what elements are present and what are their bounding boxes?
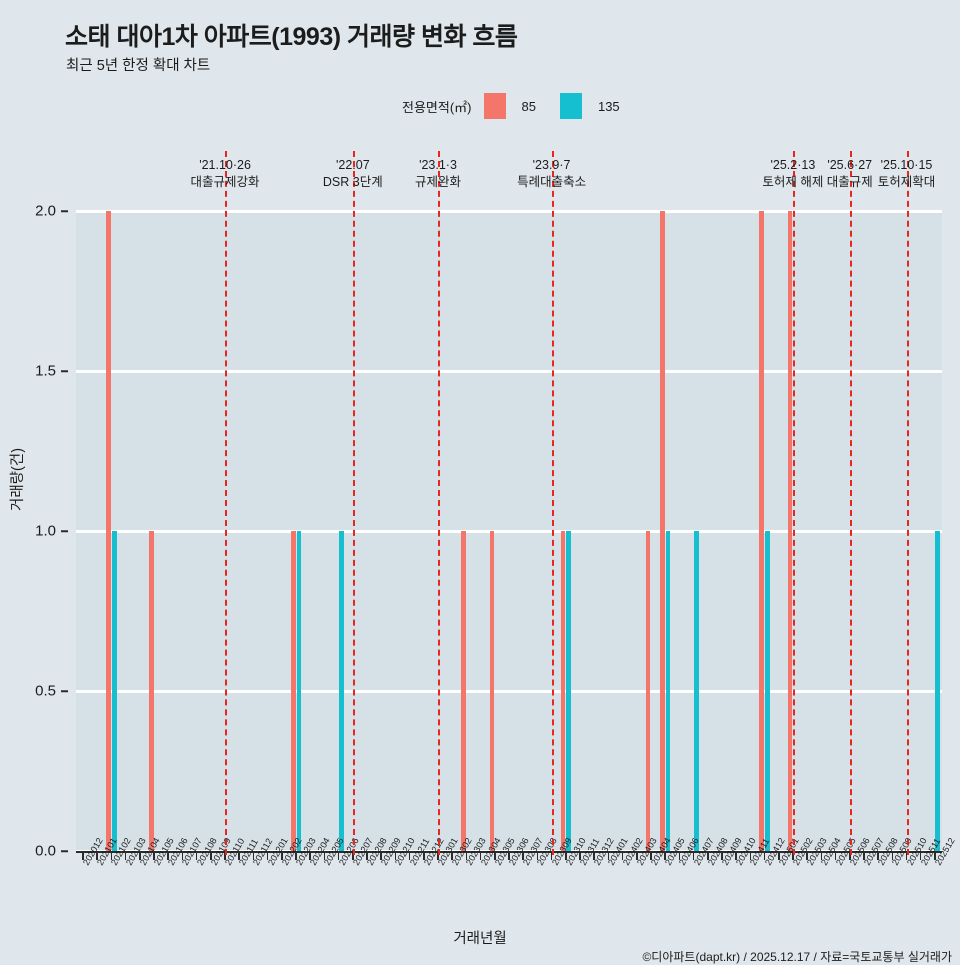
legend-label-135: 135 <box>598 99 620 114</box>
legend-swatch-85 <box>484 93 506 119</box>
event-line <box>438 151 440 855</box>
event-date: '23.1·3 <box>378 157 498 174</box>
bar[interactable] <box>646 531 651 851</box>
plot-area <box>76 211 942 851</box>
event-text: 특례대출축소 <box>492 174 612 191</box>
event-text: 대출규제강화 <box>165 174 285 191</box>
event-line <box>552 151 554 855</box>
gridline <box>76 690 942 693</box>
page-subtitle: 최근 5년 한정 확대 차트 <box>66 54 210 75</box>
bar[interactable] <box>461 531 466 851</box>
bar[interactable] <box>561 531 566 851</box>
bar[interactable] <box>660 211 665 851</box>
event-line <box>793 151 795 855</box>
gridline <box>76 530 942 533</box>
legend-title: 전용면적(㎡) <box>402 97 472 116</box>
x-axis-title: 거래년월 <box>0 927 960 948</box>
y-tick-mark <box>61 370 68 372</box>
event-line <box>907 151 909 855</box>
bar[interactable] <box>666 531 671 851</box>
bar[interactable] <box>566 531 571 851</box>
legend-item-85[interactable]: 85 <box>484 93 536 119</box>
y-tick-mark <box>61 530 68 532</box>
event-text: 토허제확대 <box>847 174 960 191</box>
legend-label-85: 85 <box>522 99 536 114</box>
event-line <box>353 151 355 855</box>
event-text: 규제완화 <box>378 174 498 191</box>
bar[interactable] <box>112 531 117 851</box>
gridline <box>76 210 942 213</box>
y-axis-title: 거래량(건) <box>6 448 27 511</box>
gridline <box>76 370 942 373</box>
bar[interactable] <box>694 531 699 851</box>
event-date: '25.10·15 <box>847 157 960 174</box>
bar[interactable] <box>490 531 495 851</box>
legend-swatch-135 <box>560 93 582 119</box>
bar[interactable] <box>149 531 154 851</box>
event-date: '21.10·26 <box>165 157 285 174</box>
y-tick-mark <box>61 690 68 692</box>
event-date: '23.9·7 <box>492 157 612 174</box>
y-tick-label: 0.5 <box>35 683 56 700</box>
bar[interactable] <box>106 211 111 851</box>
y-tick-label: 1.5 <box>35 363 56 380</box>
y-tick-mark <box>61 850 68 852</box>
bar[interactable] <box>765 531 770 851</box>
y-tick-label: 0.0 <box>35 843 56 860</box>
y-tick-label: 2.0 <box>35 203 56 220</box>
bar[interactable] <box>339 531 344 851</box>
page-title: 소태 대아1차 아파트(1993) 거래량 변화 흐름 <box>65 17 517 53</box>
event-line <box>225 151 227 855</box>
bar[interactable] <box>759 211 764 851</box>
bar[interactable] <box>788 211 793 851</box>
footer-credit: ©디아파트(dapt.kr) / 2025.12.17 / 자료=국토교통부 실… <box>0 948 952 965</box>
bar[interactable] <box>935 531 940 851</box>
legend-item-135[interactable]: 135 <box>560 93 620 119</box>
y-tick-label: 1.0 <box>35 523 56 540</box>
bar[interactable] <box>291 531 296 851</box>
y-tick-mark <box>61 210 68 212</box>
bar[interactable] <box>297 531 302 851</box>
chart-legend: 전용면적(㎡) 85 135 <box>402 93 644 119</box>
event-line <box>850 151 852 855</box>
